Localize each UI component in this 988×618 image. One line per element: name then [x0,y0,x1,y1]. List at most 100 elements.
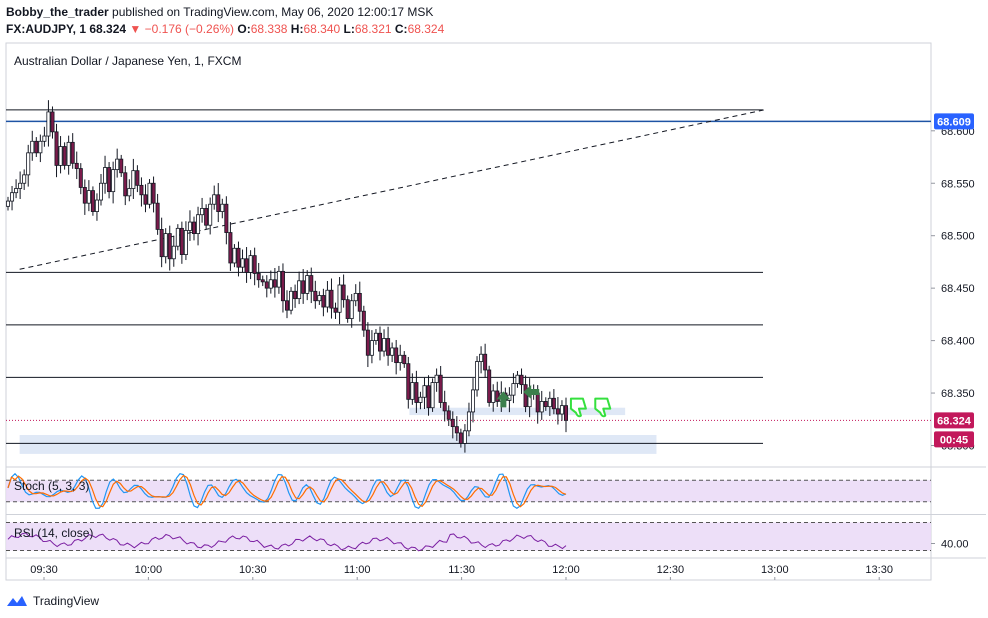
candle-up [232,247,237,264]
chart-title: Australian Dollar / Japanese Yen, 1, FXC… [14,54,241,68]
candle-up [22,174,27,184]
candle-down [272,279,277,288]
candle-up [268,279,273,289]
candle-down [50,111,55,133]
candle-down [224,203,229,233]
chart-header: Bobby_the_trader published on TradingVie… [6,4,444,38]
y-tick-label: 68.350 [941,388,975,400]
price-change: −0.176 (−0.26%) [144,22,235,36]
symbol-label: FX:AUDJPY, 1 [6,22,87,36]
candle-down [535,392,540,413]
candle-up [418,396,423,403]
candle-up [479,353,484,362]
candle-up [430,382,435,409]
candle-down [377,332,382,352]
candle-up [14,188,19,194]
candle-down [543,401,548,408]
candle-up [58,146,63,166]
candle-down [228,232,233,264]
candle-down [365,329,370,356]
candle-down [414,382,419,403]
candle-up [99,182,104,201]
tradingview-footer[interactable]: TradingView [6,590,99,612]
candle-up [369,340,374,356]
candle-down [450,418,455,428]
stoch-title: Stoch (5, 3, 3) [14,479,89,493]
candle-down [244,258,249,273]
tradingview-brand: TradingView [33,594,100,608]
candle-down [70,141,75,164]
left-arrow-icon [523,385,540,400]
candle-up [466,411,471,432]
candle-down [284,300,289,311]
candle-up [390,347,395,356]
rsi-band [6,522,931,551]
rsi-line [7,532,567,552]
candle-down [264,281,269,289]
candle-up [462,430,467,444]
high-label: H: [290,22,304,36]
dashed-trendline [19,109,765,270]
candle-down [394,347,399,364]
candle-up [289,290,294,311]
candle-down [216,194,221,212]
candle-up [559,405,564,415]
candle-down [426,385,431,409]
candle-down [54,131,59,166]
candle-down [151,182,156,204]
low-value: 68.321 [354,22,392,36]
candle-down [143,194,148,205]
last-price: 68.324 [89,22,127,36]
candle-down [280,270,285,302]
stoch-band [6,480,931,502]
candle-down [329,289,334,309]
ohlc-line: FX:AUDJPY, 1 68.324 ▼ −0.176 (−0.26%) O:… [6,21,444,38]
candle-up [325,289,330,308]
candle-down [333,307,338,313]
candle-up [470,389,475,413]
published-text: published on TradingView.com, May 06, 20… [112,5,434,19]
candle-up [373,332,378,341]
candle-up [46,111,51,137]
candle-up [175,227,180,247]
x-tick-label: 11:30 [448,564,475,576]
candle-down [345,299,350,319]
candle-down [139,184,144,196]
candle-up [353,292,358,302]
candle-up [434,374,439,383]
x-tick-label: 13:30 [865,564,893,576]
candle-down [357,292,362,312]
x-tick-label: 10:30 [239,564,267,576]
candle-down [62,146,67,166]
candle-up [422,385,427,398]
candle-down [406,363,411,400]
bar-countdown-badge: 00:45 [940,434,968,446]
candle-down [252,255,257,274]
candle-up [171,245,176,260]
candle-up [240,258,245,268]
author-name[interactable]: Bobby_the_trader [6,5,109,19]
candle-up [127,188,132,197]
y-tick-label: 68.550 [941,178,975,190]
candle-up [200,208,205,216]
candle-up [547,397,552,408]
candle-down [260,279,265,283]
up-arrow-icon [496,391,511,408]
down-triangle-icon: ▼ [129,22,142,36]
candle-down [438,374,443,403]
candle-down [519,374,524,386]
candle-up [475,361,480,391]
candle-down [107,167,112,193]
candle-down [123,172,128,197]
candle-down [564,405,569,421]
x-tick-label: 12:00 [552,564,580,576]
candle-down [487,369,492,403]
open-label: O: [237,22,251,36]
candle-up [187,221,192,231]
x-tick-label: 10:00 [135,564,163,576]
stoch-d-line [7,474,567,508]
candle-up [398,354,403,364]
candle-up [349,300,354,319]
candle-up [10,192,15,202]
